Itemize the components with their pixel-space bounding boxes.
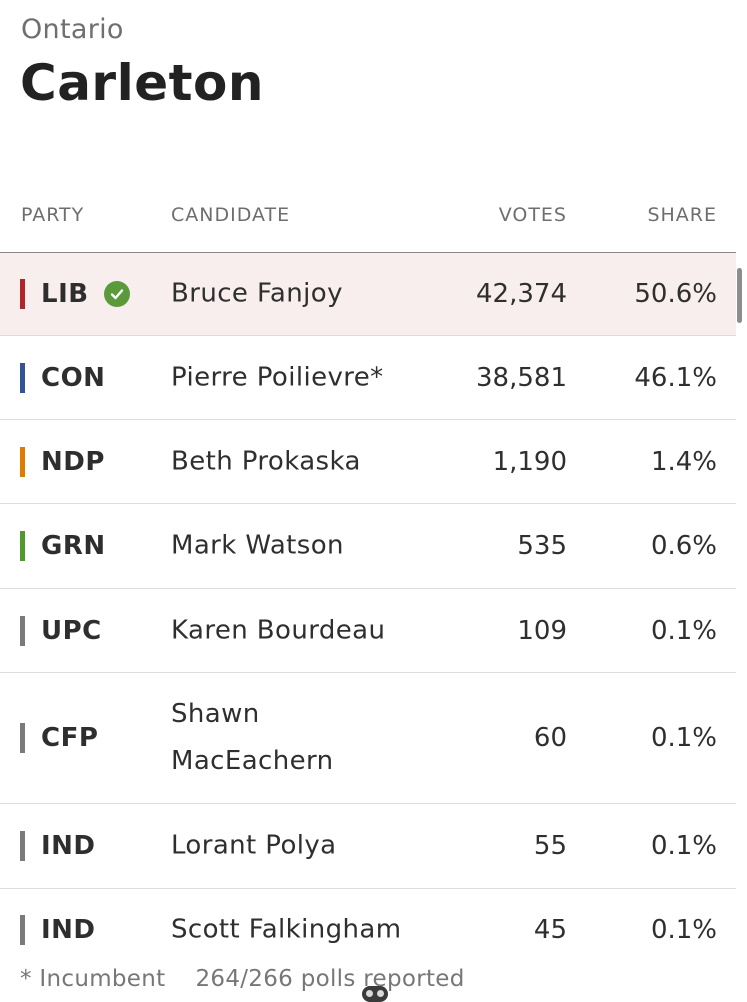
vote-count: 42,374: [476, 279, 567, 309]
vote-count: 38,581: [476, 362, 567, 393]
vote-share: 0.6%: [650, 531, 717, 561]
vote-share: 46.1%: [634, 362, 717, 393]
party-code: GRN: [41, 531, 106, 561]
vote-count: 55: [533, 831, 567, 861]
vote-count: 535: [517, 531, 567, 561]
candidate-name: Scott Falkingham: [171, 914, 402, 945]
party-code: LIB: [41, 279, 89, 309]
party-color-bar: [20, 615, 25, 646]
province-label: Ontario: [21, 14, 124, 45]
vote-share: 0.1%: [650, 615, 717, 646]
party-code: UPC: [41, 615, 102, 646]
incumbent-note: * Incumbent: [20, 966, 166, 992]
table-row: LIB Bruce Fanjoy 42,374 50.6%: [0, 253, 736, 336]
party-color-bar: [20, 723, 25, 753]
results-footer: * Incumbent 264/266 polls reported: [20, 966, 465, 992]
party-code: NDP: [41, 446, 105, 477]
column-header-votes: VOTES: [498, 204, 567, 226]
party-color-bar: [20, 915, 25, 945]
column-header-party: PARTY: [21, 204, 85, 226]
check-circle-icon: [104, 281, 130, 307]
table-scrollbar[interactable]: [737, 268, 742, 323]
party-code: IND: [41, 831, 96, 861]
party-color-bar: [20, 531, 25, 561]
column-header-share: SHARE: [647, 204, 717, 226]
vote-share: 0.1%: [650, 723, 717, 753]
table-row: IND Scott Falkingham 45 0.1%: [0, 889, 736, 971]
party-color-bar: [20, 279, 25, 309]
table-row: NDP Beth Prokaska 1,190 1.4%: [0, 420, 736, 504]
party-code: IND: [41, 915, 96, 945]
gamepad-icon[interactable]: [362, 986, 388, 1002]
vote-count: 1,190: [492, 446, 567, 477]
candidate-name: Beth Prokaska: [171, 446, 361, 476]
riding-title: Carleton: [20, 54, 264, 112]
party-color-bar: [20, 446, 25, 477]
polls-reported: 264/266 polls reported: [195, 966, 465, 992]
results-table-body[interactable]: LIB Bruce Fanjoy 42,374 50.6% CON Pierre…: [0, 253, 736, 971]
vote-count: 60: [533, 723, 567, 753]
party-color-bar: [20, 831, 25, 861]
candidate-name: Shawn MacEachern: [171, 699, 334, 776]
vote-share: 0.1%: [650, 915, 717, 945]
candidate-name: Bruce Fanjoy: [171, 278, 343, 309]
vote-share: 50.6%: [634, 279, 717, 309]
vote-count: 109: [517, 615, 567, 646]
table-row: CFP Shawn MacEachern 60 0.1%: [0, 673, 736, 804]
table-row: CON Pierre Poilievre* 38,581 46.1%: [0, 336, 736, 420]
candidate-name: Karen Bourdeau: [171, 615, 386, 645]
candidate-name: Pierre Poilievre*: [171, 362, 384, 392]
vote-share: 1.4%: [650, 446, 717, 477]
table-row: IND Lorant Polya 55 0.1%: [0, 804, 736, 889]
vote-count: 45: [533, 915, 567, 945]
party-code: CON: [41, 362, 106, 393]
table-row: UPC Karen Bourdeau 109 0.1%: [0, 589, 736, 673]
candidate-name: Mark Watson: [171, 530, 344, 561]
table-row: GRN Mark Watson 535 0.6%: [0, 504, 736, 589]
party-code: CFP: [41, 723, 99, 753]
column-header-candidate: CANDIDATE: [171, 204, 291, 226]
table-header: PARTY CANDIDATE VOTES SHARE: [0, 196, 736, 254]
vote-share: 0.1%: [650, 831, 717, 861]
party-color-bar: [20, 362, 25, 393]
candidate-name: Lorant Polya: [171, 830, 337, 861]
